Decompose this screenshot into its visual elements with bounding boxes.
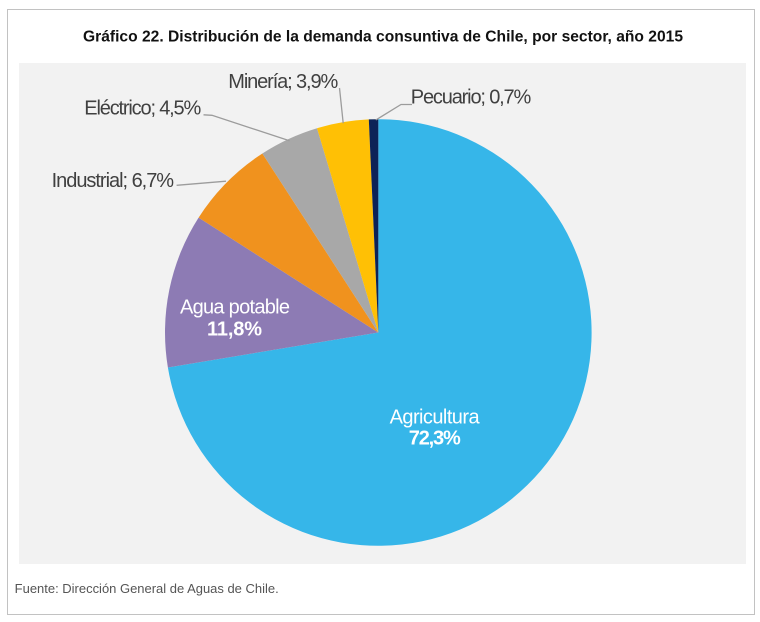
svg-text:Agricultura: Agricultura [390,407,481,429]
svg-text:11,8%: 11,8% [207,318,262,340]
svg-text:Gráfico 22. Distribución de la: Gráfico 22. Distribución de la demanda c… [83,28,683,45]
svg-text:Fuente: Dirección General de A: Fuente: Dirección General de Aguas de Ch… [15,582,279,596]
svg-text:Eléctrico; 4,5%: Eléctrico; 4,5% [84,97,201,119]
svg-text:72,3%: 72,3% [409,427,461,449]
svg-text:Pecuario; 0,7%: Pecuario; 0,7% [411,87,532,109]
svg-text:Agua potable: Agua potable [180,297,290,319]
svg-text:Industrial; 6,7%: Industrial; 6,7% [52,170,175,192]
svg-text:Minería; 3,9%: Minería; 3,9% [228,71,338,93]
